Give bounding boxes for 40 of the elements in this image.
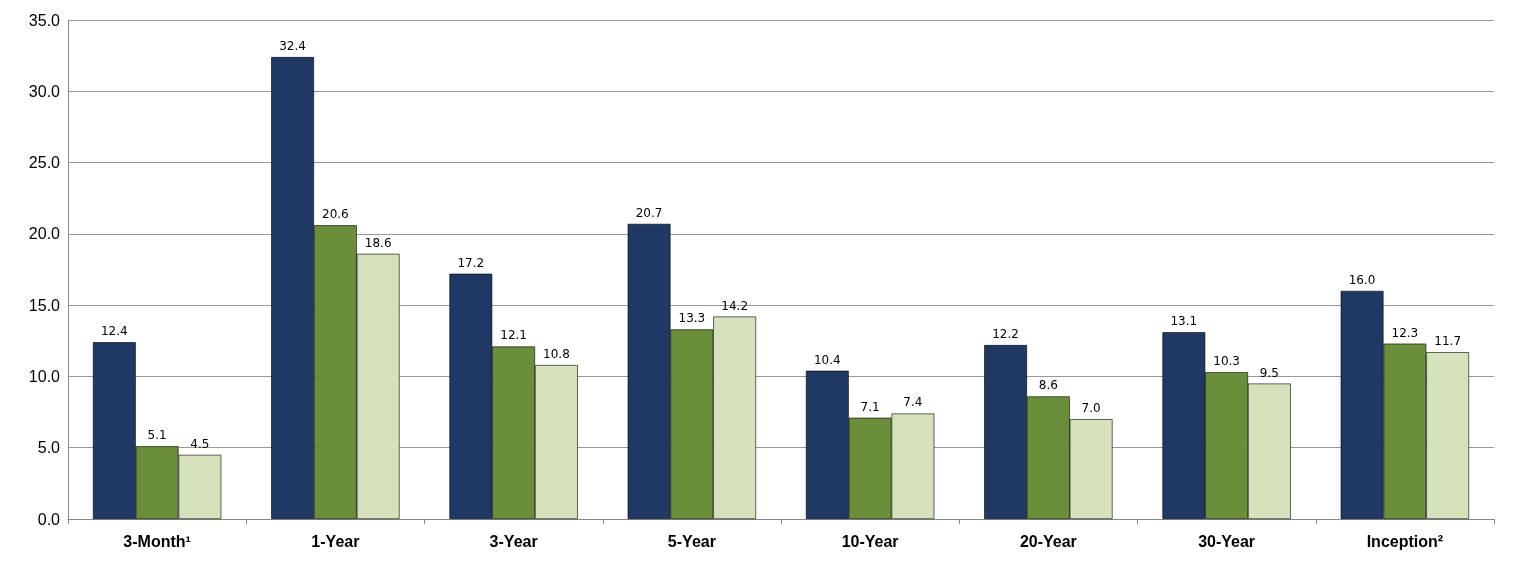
data-label: 18.6 — [364, 235, 392, 250]
data-label: 14.2 — [721, 298, 749, 313]
data-label: 17.2 — [457, 255, 485, 270]
data-label: 20.7 — [635, 205, 663, 220]
x-tick-label: 3-Month¹ — [123, 532, 191, 550]
data-label: 13.1 — [1170, 314, 1198, 329]
x-tick-label: 5-Year — [667, 532, 716, 550]
data-label: 10.3 — [1213, 354, 1240, 369]
y-tick-label: 5.0 — [37, 439, 61, 457]
x-tick-label: 10-Year — [841, 532, 899, 550]
y-tick-label: 25.0 — [28, 154, 61, 172]
data-label: 8.6 — [1038, 378, 1058, 393]
y-tick-label: 30.0 — [28, 82, 61, 100]
data-label: 9.5 — [1259, 365, 1279, 380]
x-tick-label: 3-Year — [489, 532, 538, 550]
x-tick-label: 30-Year — [1198, 532, 1256, 550]
data-label: 12.3 — [1391, 325, 1419, 340]
data-label: 11.7 — [1434, 334, 1462, 349]
y-tick-label: 0.0 — [37, 510, 61, 528]
data-label: 16.0 — [1348, 272, 1376, 287]
data-label: 10.4 — [813, 352, 841, 367]
data-label: 12.2 — [992, 327, 1019, 342]
y-tick-label: 15.0 — [28, 296, 61, 314]
data-label: 5.1 — [147, 428, 167, 443]
y-tick-label: 20.0 — [28, 225, 61, 243]
data-label: 7.0 — [1081, 401, 1101, 416]
data-label: 12.1 — [500, 328, 527, 343]
data-label: 13.3 — [678, 311, 706, 326]
data-label: 12.4 — [100, 324, 128, 339]
y-tick-label: 10.0 — [28, 367, 61, 385]
data-label: 32.4 — [279, 39, 306, 54]
data-label: 7.1 — [860, 399, 880, 414]
data-label: 7.4 — [903, 395, 923, 410]
y-tick-label: 35.0 — [28, 11, 61, 29]
x-tick-label: 1-Year — [311, 532, 360, 550]
x-tick-label: Inception² — [1366, 532, 1444, 550]
data-label: 4.5 — [190, 436, 210, 451]
data-label: 20.6 — [322, 207, 349, 222]
data-label: 10.8 — [543, 347, 570, 362]
x-tick-label: 20-Year — [1019, 532, 1077, 550]
